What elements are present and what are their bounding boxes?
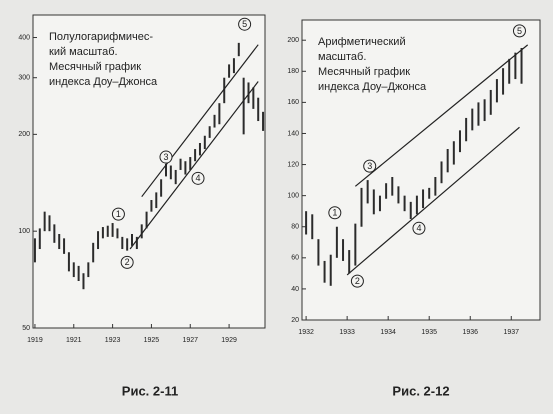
y-tick-label: 60 — [291, 255, 299, 262]
x-tick-label: 1921 — [66, 337, 82, 344]
annotation-circle — [111, 207, 125, 221]
chart-title: масштаб. — [318, 51, 366, 63]
chart-title: кий масштаб. — [49, 46, 118, 58]
annotation-label: 3 — [367, 161, 372, 171]
annotation-circle — [363, 159, 377, 173]
x-tick-label: 1934 — [380, 329, 396, 336]
trend-line — [129, 81, 259, 250]
x-tick-label: 1925 — [144, 337, 160, 344]
annotation-circle — [350, 274, 364, 288]
trend-line — [354, 44, 529, 187]
annotation-circle — [238, 17, 252, 31]
y-tick-label: 300 — [18, 75, 30, 82]
annotation-label: 2 — [355, 276, 360, 286]
x-tick-label: 1919 — [27, 337, 43, 344]
y-tick-label: 80 — [291, 224, 299, 231]
y-tick-label: 200 — [18, 131, 30, 138]
plot-area — [301, 19, 541, 321]
y-tick-label: 40 — [291, 286, 299, 293]
y-tick-label: 100 — [287, 192, 299, 199]
x-tick-label: 1937 — [503, 329, 519, 336]
trend-line — [141, 44, 259, 198]
x-tick-label: 1935 — [421, 329, 437, 336]
annotation-label: 5 — [242, 19, 247, 29]
annotation-label: 4 — [196, 173, 201, 183]
y-tick-label: 20 — [291, 317, 299, 324]
annotation-circle — [512, 24, 526, 38]
chart-title: Полулогарифмичес- — [49, 31, 153, 43]
y-tick-label: 100 — [18, 228, 30, 235]
x-tick-label: 1923 — [105, 337, 121, 344]
x-tick-label: 1933 — [339, 329, 355, 336]
annotation-circle — [159, 150, 173, 164]
annotation-label: 3 — [163, 152, 168, 162]
chart-title: Арифметический — [318, 36, 406, 48]
caption: Рис. 2-12 — [392, 383, 449, 398]
chart-title: индекса Доу–Джонса — [318, 81, 427, 93]
trend-line — [346, 126, 520, 276]
chart-title: индекса Доу–Джонса — [49, 76, 158, 88]
plot-area — [32, 14, 266, 329]
y-tick-label: 200 — [287, 37, 299, 44]
annotation-label: 1 — [116, 209, 121, 219]
annotation-circle — [328, 206, 342, 220]
caption: Рис. 2-11 — [122, 383, 178, 398]
y-tick-label: 400 — [18, 34, 30, 41]
annotation-label: 5 — [517, 26, 522, 36]
y-tick-label: 120 — [287, 161, 299, 168]
y-tick-label: 50 — [22, 325, 30, 332]
y-tick-label: 140 — [287, 130, 299, 137]
x-tick-label: 1927 — [182, 337, 198, 344]
annotation-label: 1 — [332, 208, 337, 218]
annotation-label: 2 — [125, 257, 130, 267]
y-tick-label: 160 — [287, 99, 299, 106]
chart-title: Месячный график — [318, 66, 410, 78]
y-tick-label: 180 — [287, 68, 299, 75]
x-tick-label: 1929 — [221, 337, 237, 344]
annotation-circle — [191, 171, 205, 185]
annotation-label: 4 — [416, 223, 421, 233]
x-tick-label: 1932 — [298, 329, 314, 336]
annotation-circle — [120, 255, 134, 269]
annotation-circle — [412, 221, 426, 235]
x-tick-label: 1936 — [462, 329, 478, 336]
chart-title: Месячный график — [49, 61, 141, 73]
